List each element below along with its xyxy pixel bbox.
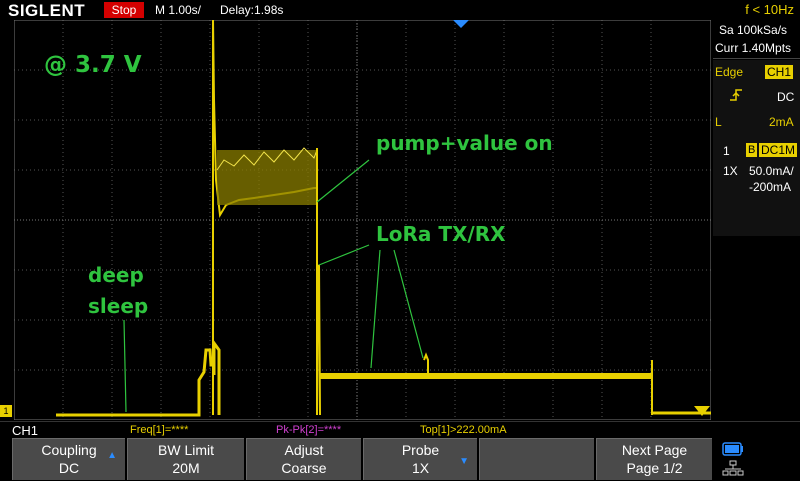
status-icon-area: [716, 438, 800, 480]
softkey-title: Probe: [401, 442, 440, 458]
arrow-up-icon: ▲: [107, 450, 117, 461]
pump-annotation: pump+value on: [376, 131, 553, 155]
timebase-readout[interactable]: M 1.00s/: [155, 3, 202, 17]
adjust-softkey[interactable]: Adjust Coarse: [246, 438, 361, 480]
annotation-leaders: [123, 159, 424, 413]
lora-annotation: LoRa TX/RX: [376, 222, 506, 246]
trigger-level-marker[interactable]: [694, 406, 710, 416]
trigger-type: Edge: [715, 65, 744, 79]
trigger-position-marker: [453, 20, 469, 28]
trigger-source: CH1: [765, 65, 794, 79]
trigger-level: 2mA: [769, 115, 794, 129]
trigger-delay-readout[interactable]: Delay:1.98s: [220, 3, 284, 17]
bandwidth-limit-flag: B: [746, 143, 758, 157]
voltage-annotation: @ 3.7 V: [44, 52, 142, 78]
top-status-bar: SIGLENT Stop M 1.00s/ Delay:1.98s f < 10…: [0, 0, 800, 20]
softkey-value: Coarse: [281, 460, 327, 476]
channel-offset: -200mA: [749, 180, 792, 194]
panel-divider: [713, 58, 800, 59]
run-stop-indicator[interactable]: Stop: [104, 2, 144, 18]
channel-probe: 1X: [723, 164, 738, 178]
channel-info-box[interactable]: 1 B DC1M 1X 50.0mA/ -200mA: [713, 140, 800, 236]
channel-label: CH1: [12, 423, 39, 438]
graticule-center-axes: [14, 20, 711, 420]
trigger-info-box[interactable]: Edge CH1 DC L 2mA: [713, 60, 800, 150]
softkey-value: 20M: [172, 460, 200, 476]
softkey-bar: Coupling DC ▲ BW Limit 20M Adjust Coarse…: [0, 438, 800, 480]
deep-sleep-annotation-line1: deep: [88, 263, 144, 287]
battery-icon: [722, 442, 744, 461]
coupling-softkey[interactable]: Coupling DC ▲: [12, 438, 125, 480]
frequency-counter: f < 10Hz: [745, 2, 794, 17]
softkey-value: Page 1/2: [626, 460, 683, 476]
softkey-value: DC: [58, 460, 80, 476]
softkey-value: 1X: [411, 460, 430, 476]
trigger-coupling: DC: [777, 90, 795, 104]
channel-coupling: DC1M: [759, 143, 798, 157]
softkey-title: Adjust: [284, 442, 324, 458]
trigger-level-label: L: [715, 115, 722, 129]
next-page-softkey[interactable]: Next Page Page 1/2: [596, 438, 712, 480]
ch1-trace: [56, 20, 711, 417]
brand-logo: SIGLENT: [8, 1, 86, 20]
memory-depth: Curr 1.40Mpts: [715, 41, 792, 55]
network-icon: [722, 460, 744, 481]
deep-sleep-annotation-line2: sleep: [88, 294, 149, 318]
channel-scale: 50.0mA/: [749, 164, 794, 178]
right-info-panel: Sa 100kSa/s Curr 1.40Mpts Edge CH1 DC L …: [713, 20, 800, 420]
rising-edge-icon: [729, 88, 743, 107]
blank-softkey[interactable]: [479, 438, 594, 480]
waveform-display[interactable]: [14, 20, 711, 420]
bw-limit-softkey[interactable]: BW Limit 20M: [127, 438, 244, 480]
channel-number: 1: [723, 144, 730, 158]
measurement-status-bar: CH1 Freq[1]=**** Pk-Pk[2]=**** Top[1]>22…: [0, 421, 800, 438]
softkey-title: Next Page: [621, 442, 688, 458]
ground-marker-label: 1: [3, 406, 9, 416]
softkey-title: Coupling: [41, 442, 97, 458]
measurement-freq: Freq[1]=****: [130, 424, 189, 436]
probe-softkey[interactable]: Probe 1X ▼: [363, 438, 477, 480]
softkey-title: BW Limit: [158, 442, 214, 458]
ch1-ground-marker[interactable]: 1: [0, 405, 12, 417]
arrow-down-icon: ▼: [459, 456, 469, 467]
measurement-pkpk: Pk-Pk[2]=****: [276, 424, 342, 436]
sample-rate: Sa 100kSa/s: [719, 23, 788, 37]
measurement-top: Top[1]>222.00mA: [420, 424, 507, 436]
